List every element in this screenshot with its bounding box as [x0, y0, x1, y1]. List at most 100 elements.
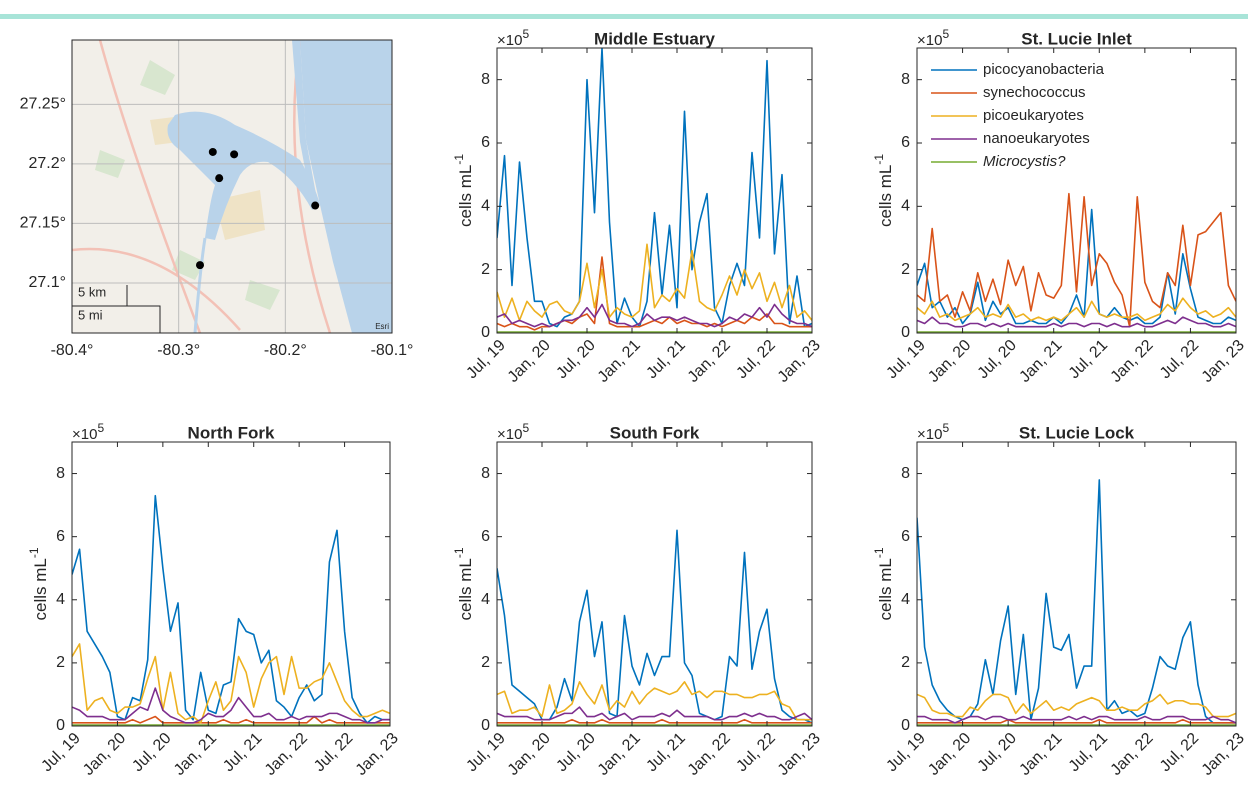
y-tick-label: 8 — [481, 465, 490, 482]
map-annotation: 5 km — [78, 284, 106, 299]
chart-title: North Fork — [188, 423, 275, 442]
x-tick-label: Jul, 20 — [553, 337, 598, 382]
y-axis-label: cells mL-1 — [452, 154, 475, 227]
chart-title: St. Lucie Lock — [1019, 423, 1135, 442]
top-rule — [0, 14, 1248, 19]
x-tick-label: Jan, 23 — [775, 730, 824, 779]
chart-title: Middle Estuary — [594, 29, 715, 48]
map-annotation: 5 mi — [78, 307, 103, 322]
y-tick-label: 0 — [481, 324, 490, 341]
x-tick-label: Jan, 21 — [595, 337, 644, 386]
axis-multiplier: ×105 — [72, 421, 104, 443]
legend-label: Microcystis? — [983, 153, 1066, 170]
y-tick-label: 27.15° — [20, 215, 66, 232]
legend-label: synechococcus — [983, 84, 1086, 101]
chart-title: South Fork — [610, 423, 700, 442]
x-tick-label: Jul, 19 — [463, 337, 508, 382]
y-axis-label: cells mL-1 — [872, 547, 895, 620]
axis-multiplier: ×105 — [917, 27, 949, 49]
site-point — [230, 150, 238, 158]
y-tick-label: 4 — [901, 198, 910, 215]
x-tick-label: Jan, 23 — [775, 337, 824, 386]
y-tick-label: 2 — [481, 654, 490, 671]
x-tick-label: Jul, 22 — [311, 730, 356, 775]
x-tick-label: Jan, 23 — [1199, 337, 1248, 386]
x-tick-label: -80.1° — [371, 342, 414, 359]
x-tick-label: Jan, 20 — [925, 337, 974, 386]
x-tick-label: Jul, 21 — [1066, 730, 1111, 775]
y-tick-label: 0 — [56, 717, 65, 734]
x-tick-label: Jan, 20 — [505, 730, 554, 779]
site-point — [196, 261, 204, 269]
y-tick-label: 8 — [56, 465, 65, 482]
y-label-text: cells mL — [31, 558, 50, 620]
x-tick-label: Jul, 22 — [1157, 337, 1202, 382]
y-label-text: cells mL — [456, 558, 475, 620]
y-tick-label: 4 — [901, 591, 910, 608]
x-tick-label: Jan, 22 — [685, 337, 734, 386]
map-annotation: Esri — [375, 322, 389, 331]
site-point — [209, 148, 217, 156]
x-tick-label: Jul, 21 — [1066, 337, 1111, 382]
y-tick-label: 6 — [56, 528, 65, 545]
x-tick-label: Jul, 20 — [975, 730, 1020, 775]
multiplier-base: ×10 — [72, 426, 97, 443]
y-label-text: cells mL — [456, 165, 475, 227]
x-tick-label: Jan, 21 — [595, 730, 644, 779]
multiplier-exponent: 5 — [942, 421, 949, 435]
y-label-exponent: -1 — [872, 547, 886, 558]
y-label-text: cells mL — [876, 165, 895, 227]
y-tick-label: 2 — [56, 654, 65, 671]
x-tick-label: Jul, 21 — [643, 730, 688, 775]
x-tick-label: Jul, 19 — [463, 730, 508, 775]
multiplier-base: ×10 — [497, 426, 522, 443]
x-tick-label: Jul, 21 — [220, 730, 265, 775]
y-tick-label: 6 — [481, 528, 490, 545]
y-tick-label: 2 — [901, 261, 910, 278]
x-tick-label: Jul, 19 — [883, 730, 928, 775]
y-tick-label: 6 — [481, 134, 490, 151]
plot-background — [72, 442, 390, 726]
x-tick-label: Jan, 23 — [1199, 730, 1248, 779]
y-tick-label: 27.25° — [20, 96, 66, 113]
x-tick-label: Jan, 21 — [171, 730, 220, 779]
site-point — [311, 202, 319, 210]
x-tick-label: Jan, 22 — [685, 730, 734, 779]
axis-multiplier: ×105 — [917, 421, 949, 443]
y-tick-label: 0 — [481, 717, 490, 734]
legend-label: nanoeukaryotes — [983, 130, 1090, 147]
x-tick-label: Jan, 22 — [1108, 730, 1157, 779]
multiplier-exponent: 5 — [522, 27, 529, 41]
y-axis-label: cells mL-1 — [872, 154, 895, 227]
legend-label: picocyanobacteria — [983, 61, 1105, 78]
x-tick-label: Jan, 23 — [353, 730, 402, 779]
y-label-exponent: -1 — [872, 154, 886, 165]
y-tick-label: 8 — [901, 71, 910, 88]
x-tick-label: -80.4° — [51, 342, 94, 359]
x-tick-label: Jan, 20 — [925, 730, 974, 779]
y-tick-label: 8 — [481, 71, 490, 88]
y-tick-label: 0 — [901, 324, 910, 341]
chart-title: St. Lucie Inlet — [1021, 29, 1132, 48]
y-tick-label: 4 — [56, 591, 65, 608]
x-tick-label: -80.3° — [157, 342, 200, 359]
map-background — [72, 40, 392, 333]
x-tick-label: Jan, 20 — [505, 337, 554, 386]
x-tick-label: Jan, 20 — [80, 730, 129, 779]
x-tick-label: Jul, 20 — [129, 730, 174, 775]
x-tick-label: Jan, 22 — [1108, 337, 1157, 386]
y-tick-label: 4 — [481, 591, 490, 608]
site-point — [215, 174, 223, 182]
y-label-exponent: -1 — [27, 547, 41, 558]
x-tick-label: Jul, 20 — [553, 730, 598, 775]
x-tick-label: Jul, 19 — [883, 337, 928, 382]
y-tick-label: 4 — [481, 198, 490, 215]
y-tick-label: 8 — [901, 465, 910, 482]
x-tick-label: Jan, 21 — [1016, 730, 1065, 779]
x-tick-label: Jul, 19 — [38, 730, 83, 775]
multiplier-exponent: 5 — [97, 421, 104, 435]
axis-multiplier: ×105 — [497, 421, 529, 443]
x-tick-label: Jul, 21 — [643, 337, 688, 382]
x-tick-label: Jul, 22 — [733, 730, 778, 775]
figure: -80.4°-80.3°-80.2°-80.1°27.1°27.15°27.2°… — [0, 0, 1248, 788]
